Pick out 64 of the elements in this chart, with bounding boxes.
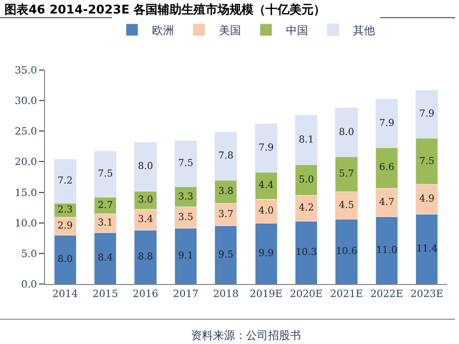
data-label: 8.0	[138, 160, 154, 172]
data-label: 8.0	[338, 126, 354, 138]
data-label: 8.0	[58, 254, 73, 265]
legend-label: 其他	[353, 24, 375, 38]
data-label: 3.0	[138, 194, 154, 206]
data-label: 9.9	[258, 248, 274, 260]
data-label: 2.7	[98, 200, 113, 211]
data-label: 10.6	[336, 246, 358, 257]
data-label: 3.5	[178, 212, 194, 224]
data-label: 7.9	[258, 142, 274, 154]
data-label: 7.5	[98, 168, 113, 180]
data-label: 6.6	[379, 162, 394, 174]
y-tick-label: 30.0	[14, 96, 37, 108]
x-tick-label: 2019E	[250, 289, 282, 300]
data-label: 4.2	[298, 202, 314, 214]
y-tick-label: 10.0	[14, 218, 37, 230]
y-tick-label: 0.0	[21, 280, 37, 290]
data-label: 8.4	[98, 252, 113, 264]
data-label: 7.5	[178, 158, 194, 170]
x-tick-label: 2015	[92, 289, 118, 300]
y-tick-label: 5.0	[21, 248, 37, 260]
data-label: 3.8	[218, 186, 234, 198]
x-tick-label: 2020E	[290, 289, 323, 300]
data-label: 10.3	[296, 246, 317, 258]
data-label: 4.5	[338, 200, 354, 211]
data-label: 4.0	[258, 206, 274, 217]
data-label: 3.1	[98, 218, 113, 229]
data-label: 9.1	[178, 250, 194, 262]
data-label: 7.9	[379, 118, 394, 129]
x-tick-label: 2022E	[370, 289, 404, 300]
x-tick-label: 2021E	[330, 289, 363, 300]
y-tick-label: 25.0	[14, 126, 37, 138]
data-label: 2.9	[58, 220, 73, 232]
x-tick-label: 2014	[52, 289, 78, 300]
text: 资料来源：公司招股书	[191, 329, 301, 342]
data-label: 4.7	[379, 196, 394, 208]
x-tick-label: 2018	[213, 289, 239, 300]
data-label: 7.8	[218, 150, 234, 162]
legend-label: 欧洲	[152, 24, 174, 38]
data-label: 8.1	[298, 134, 314, 146]
data-label: 3.3	[178, 191, 194, 202]
data-label: 11.0	[376, 244, 398, 256]
data-label: 7.9	[419, 108, 434, 120]
y-tick-label: 35.0	[14, 66, 37, 76]
data-label: 2.3	[58, 204, 73, 216]
y-tick-label: 20.0	[14, 157, 37, 168]
data-label: 11.4	[416, 244, 438, 255]
data-label: 7.5	[419, 156, 434, 167]
data-label: 3.4	[138, 214, 154, 226]
x-tick-label: 2023E	[410, 289, 444, 300]
legend-label: 美国	[219, 24, 241, 38]
legend-label: 中国	[286, 24, 308, 38]
y-tick-label: 15.0	[14, 188, 37, 199]
chart-title: 图表46 2014-2023E 各国辅助生殖市场规模（十亿美元）	[4, 2, 326, 17]
data-label: 8.8	[138, 251, 154, 262]
data-label: 3.7	[218, 208, 234, 220]
data-label: 9.5	[218, 249, 234, 260]
data-label: 5.0	[298, 174, 314, 186]
data-label: 4.4	[258, 180, 274, 191]
x-tick-label: 2016	[132, 289, 158, 300]
data-label: 7.2	[58, 176, 73, 187]
x-tick-label: 2017	[172, 289, 198, 300]
data-label: 4.9	[419, 194, 434, 205]
data-label: 5.7	[338, 168, 354, 180]
